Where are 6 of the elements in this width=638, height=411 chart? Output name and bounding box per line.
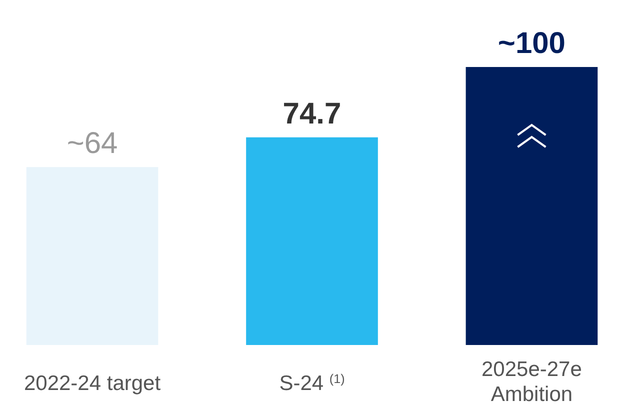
data-label: ~64 — [66, 127, 118, 160]
x-tick-label: 2022-24 target — [24, 372, 161, 395]
x-tick-label: S-24 $^{(1)}$ — [279, 372, 345, 395]
data-label: ~100 — [498, 27, 566, 60]
data-label: 74.7 — [282, 97, 342, 130]
x-tick-label: 2025e-27e Ambition — [482, 358, 582, 406]
